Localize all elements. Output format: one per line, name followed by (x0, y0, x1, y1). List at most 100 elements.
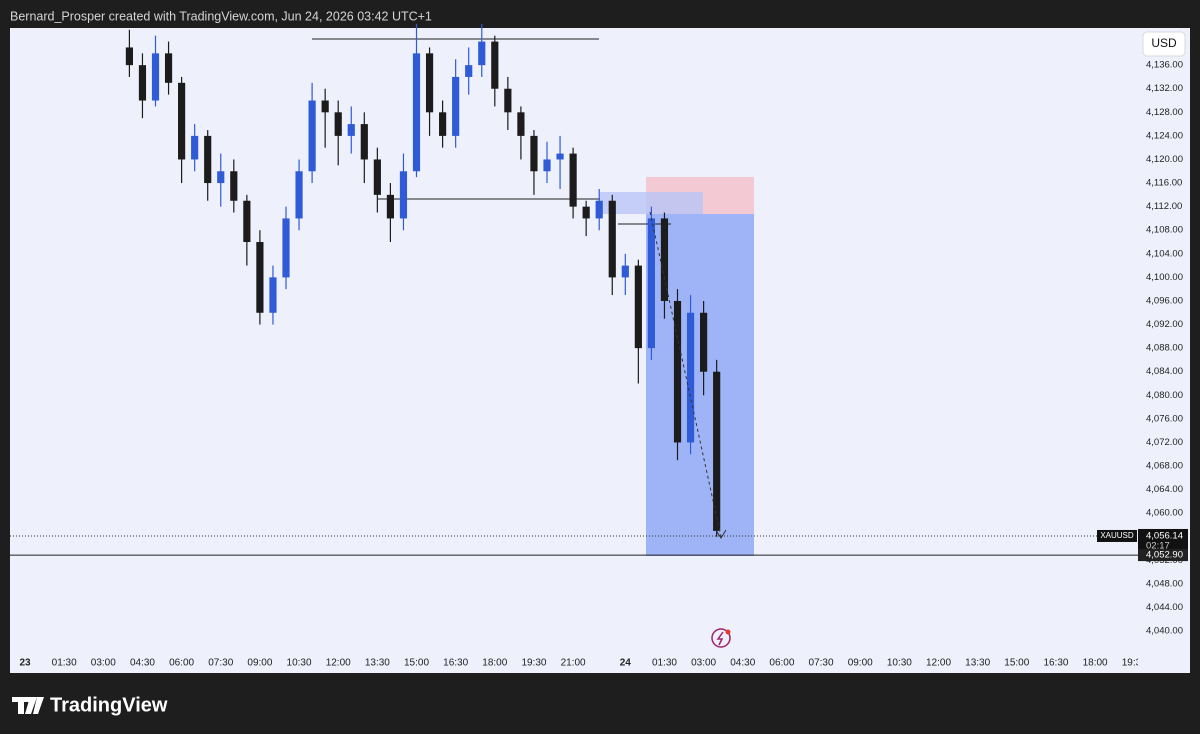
x-tick-label: 01:30 (52, 658, 77, 669)
time-axis: 23 01:30 03:00 04:30 06:00 07:30 09:00 10:30 12:… (19, 658, 1147, 669)
price-labels: 4,040.004,044.004,048.004,052.004,056.00… (1146, 60, 1183, 637)
x-tick-label: 23 (19, 658, 31, 669)
x-tick-label: 16:30 (1043, 658, 1068, 669)
candle-body (608, 200, 616, 278)
candle-body (308, 100, 316, 172)
x-tick-label: 06:00 (769, 658, 794, 669)
currency: USD (1151, 36, 1177, 50)
x-tick-label: 10:30 (287, 658, 312, 669)
candle-body (686, 312, 695, 443)
candle-body (230, 171, 238, 201)
candle-body (700, 312, 708, 372)
candle-body (452, 76, 460, 136)
y-tick-label: 4,124.00 (1146, 130, 1183, 141)
y-tick-label: 4,108.00 (1146, 225, 1183, 236)
candles (125, 23, 721, 537)
y-tick-label: 4,060.00 (1146, 508, 1183, 519)
candle-body (713, 371, 721, 531)
candle-body (191, 135, 199, 160)
x-tick-label: 03:00 (691, 658, 716, 669)
path-line (649, 211, 722, 538)
alert-icon[interactable] (711, 628, 731, 648)
alert-dot (725, 629, 731, 635)
y-tick-label: 4,096.00 (1146, 295, 1183, 306)
arrow-head (715, 529, 727, 539)
x-tick-label: 07:30 (809, 658, 834, 669)
x-tick-label: 13:30 (365, 658, 390, 669)
x-tick-label: 06:00 (169, 658, 194, 669)
candle-body (138, 65, 147, 101)
levels (10, 535, 1140, 556)
candle-body (295, 171, 303, 219)
candle-body (204, 135, 212, 184)
y-tick-label: 4,044.00 (1146, 602, 1183, 613)
y-tick-label: 4,080.00 (1146, 390, 1183, 401)
candle-body (386, 194, 394, 219)
x-tick-label: 04:30 (730, 658, 755, 669)
candle-body (582, 206, 590, 219)
level-tag: 4,052.90 (1146, 550, 1183, 561)
candle-body (282, 218, 290, 278)
y-tick-label: 4,104.00 (1146, 248, 1183, 259)
symbol-tag: XAUUSD (1100, 531, 1134, 540)
candle-body (569, 153, 577, 207)
x-tick-label: 19:30 (521, 658, 546, 669)
y-tick-label: 4,120.00 (1146, 154, 1183, 165)
candle-body (334, 112, 342, 136)
y-tick-label: 4,092.00 (1146, 319, 1183, 330)
credit: Bernard_Prosper created with TradingView… (10, 9, 432, 23)
candle-body (673, 300, 682, 443)
candle-body (269, 277, 277, 313)
x-tick-label: 18:00 (482, 658, 507, 669)
candle-body (439, 112, 447, 136)
candle-body (504, 88, 512, 113)
x-tick-label: 19:30 (1122, 658, 1147, 669)
x-tick-label: 12:00 (926, 658, 951, 669)
x-tick-label: 21:00 (561, 658, 586, 669)
candle-body (660, 218, 669, 301)
x-tick-label: 04:30 (130, 658, 155, 669)
x-tick-label: 12:00 (326, 658, 351, 669)
candle-body (478, 41, 486, 66)
y-tick-label: 4,040.00 (1146, 626, 1183, 637)
x-tick-label: 07:30 (208, 658, 233, 669)
countdown: 02:17 (1146, 540, 1170, 551)
x-tick-label: 18:00 (1083, 658, 1108, 669)
x-tick-label: 15:00 (404, 658, 429, 669)
y-tick-label: 4,048.00 (1146, 578, 1183, 589)
candle-body (621, 265, 629, 278)
alert-bolt (716, 631, 724, 646)
y-tick-label: 4,076.00 (1146, 413, 1183, 424)
price-axis (1138, 28, 1190, 673)
x-tick-label: 15:00 (1004, 658, 1029, 669)
x-tick-label: 09:00 (848, 658, 873, 669)
candle-body (256, 242, 264, 313)
candle-body (178, 82, 186, 160)
x-tick-label: 16:30 (443, 658, 468, 669)
y-tick-label: 4,100.00 (1146, 272, 1183, 283)
y-tick-label: 4,136.00 (1146, 60, 1183, 71)
x-tick-label: 10:30 (887, 658, 912, 669)
candle-body (243, 200, 251, 243)
x-tick-label: 03:00 (91, 658, 116, 669)
candle-body (373, 159, 381, 195)
candle-body (217, 171, 225, 184)
logo-mark (12, 697, 44, 714)
y-tick-label: 4,128.00 (1146, 107, 1183, 118)
symbol-tag-bg (1097, 529, 1137, 542)
y-tick-label: 4,068.00 (1146, 461, 1183, 472)
x-tick-label: 13:30 (965, 658, 990, 669)
y-tick-label: 4,116.00 (1146, 178, 1182, 189)
candle-body (647, 218, 655, 349)
currency-button[interactable] (1142, 31, 1186, 57)
candle-body (491, 41, 499, 89)
brand: TradingView (50, 694, 168, 716)
candle-body (164, 53, 173, 83)
candle-body (465, 65, 473, 77)
candle-body (412, 53, 421, 172)
x-tick-label: 24 (620, 658, 632, 669)
candle-body (556, 153, 564, 160)
